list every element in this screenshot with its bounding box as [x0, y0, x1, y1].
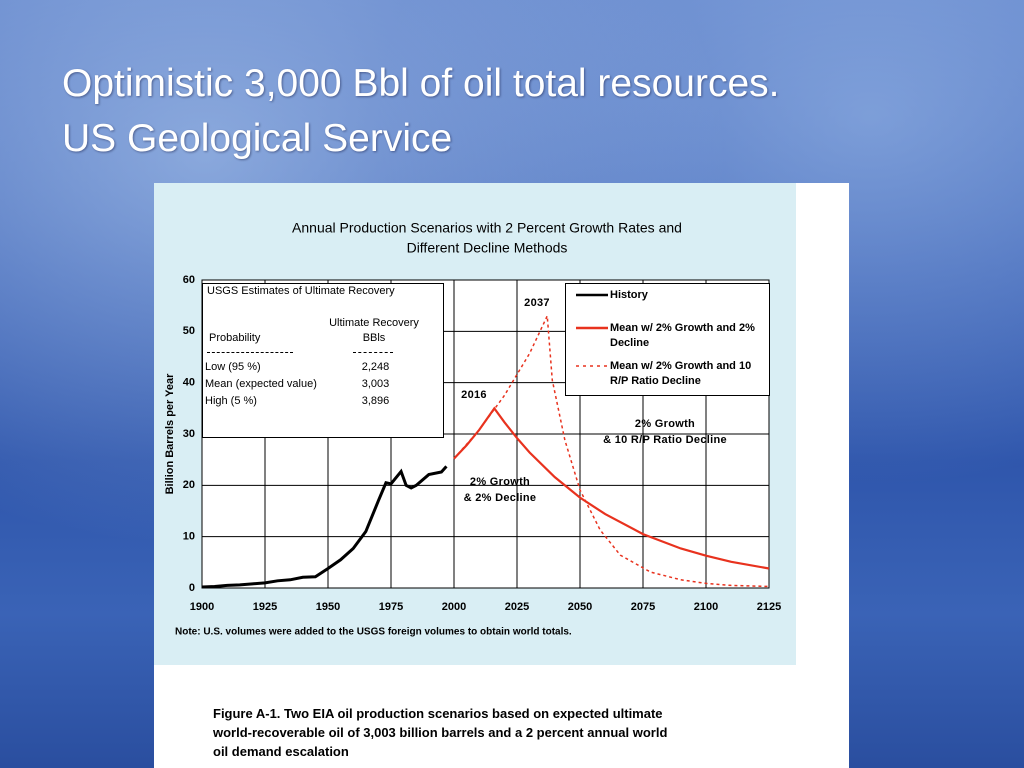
y-tick-label: 50	[183, 325, 195, 337]
annotation-line: 2% Growth	[469, 476, 531, 488]
table-cell: 2,248	[361, 361, 390, 373]
caption: oil demand escalation	[213, 744, 349, 759]
annotation-line: 2% Growth	[634, 418, 696, 430]
table-header: BBls	[362, 332, 386, 344]
y-tick-label: 20	[183, 479, 195, 491]
x-tick-label: 1975	[379, 601, 403, 613]
legend-label: Mean w/ 2% Growth and 2% Decline	[610, 322, 755, 349]
slide-title: Optimistic 3,000 Bbl of oil total resour…	[62, 62, 780, 105]
table-header: Ultimate Recovery	[329, 317, 419, 329]
table-header: Probability	[209, 332, 261, 344]
slide-title: US Geological Service	[62, 117, 453, 160]
y-axis-label: Billion Barrels per Year	[164, 373, 176, 495]
x-tick-label: 2050	[568, 601, 592, 613]
x-tick-label: 2075	[631, 601, 655, 613]
annotation-line: 2016	[461, 389, 487, 401]
x-tick-label: 2000	[442, 601, 466, 613]
series-line	[453, 406, 770, 570]
table-cell: Low (95 %)	[205, 361, 261, 373]
annotation-line: & 2% Decline	[463, 492, 537, 504]
table-cell: 3,896	[361, 395, 390, 407]
annotation-line: 2037	[524, 297, 550, 309]
series-line	[453, 313, 770, 588]
annotation-line: & 10 R/P Ratio Decline	[603, 434, 727, 446]
table-cell: High (5 %)	[205, 395, 257, 407]
chart-title: Different Decline Methods	[407, 240, 568, 256]
inset-table: USGS Estimates of Ultimate Recovery Prob…	[202, 283, 444, 438]
x-tick-label: 1900	[190, 601, 214, 613]
separator	[207, 352, 293, 353]
table-title: USGS Estimates of Ultimate Recovery	[207, 285, 395, 297]
chart: Annual Production Scenarios with 2 Perce…	[154, 183, 796, 665]
table-cell: Mean (expected value)	[205, 378, 317, 390]
legend-swatches	[576, 293, 608, 367]
y-tick-label: 10	[183, 531, 195, 543]
chart-note: Note: U.S. volumes were added to the USG…	[175, 627, 572, 638]
y-tick-label: 0	[189, 582, 195, 594]
annotation: 2% Growth & 10 R/P Ratio Decline	[603, 416, 727, 448]
y-tick-label: 40	[183, 377, 195, 389]
chart-title: Annual Production Scenarios with 2 Perce…	[292, 220, 682, 236]
legend-label: Mean w/ 2% Growth and 10 R/P Ratio Decli…	[610, 360, 752, 387]
x-tick-label: 2025	[505, 601, 529, 613]
x-tick-label: 1925	[253, 601, 277, 613]
annotation: 2037	[524, 295, 550, 311]
separator	[353, 352, 393, 353]
y-tick-label: 30	[183, 428, 195, 440]
annotation: 2% Growth & 2% Decline	[464, 474, 537, 506]
y-tick-label: 60	[183, 274, 195, 286]
legend-label: History	[610, 289, 648, 301]
x-tick-label: 2125	[757, 601, 781, 613]
legend: History Mean w/ 2% Growth and 2% Decline M…	[565, 283, 770, 396]
x-tick-label: 1950	[316, 601, 340, 613]
caption: world-recoverable oil of 3,003 billion b…	[213, 725, 668, 740]
table-cell: 3,003	[361, 378, 390, 390]
series-line	[201, 465, 448, 589]
x-tick-label: 2100	[694, 601, 718, 613]
annotation: 2016	[461, 387, 487, 403]
caption: Figure A-1. Two EIA oil production scena…	[213, 706, 663, 721]
